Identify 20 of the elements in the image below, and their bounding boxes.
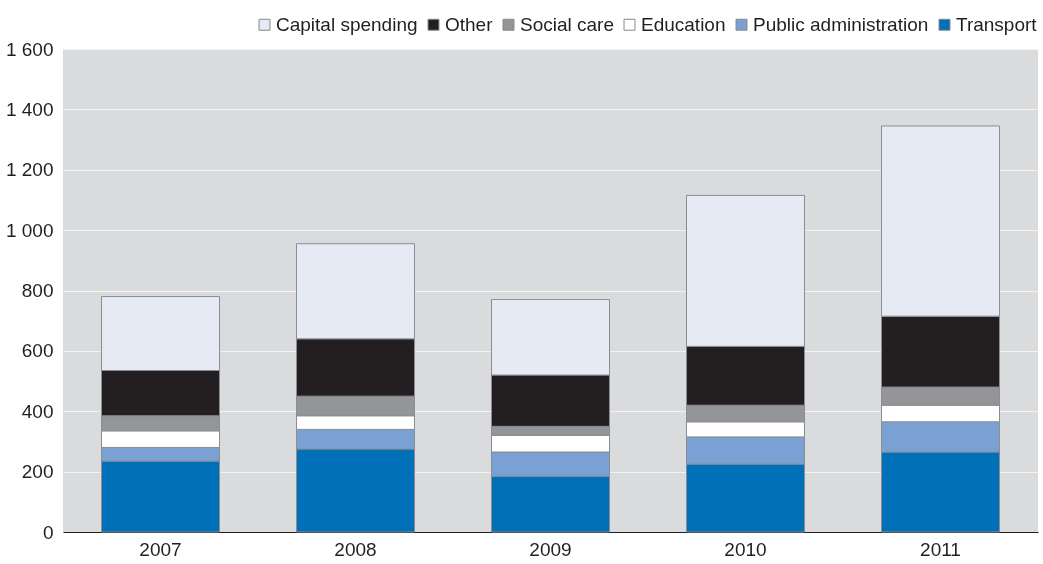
legend-label: Public administration <box>753 13 929 35</box>
x-tick-label: 2007 <box>139 538 182 560</box>
y-tick-label: 800 <box>21 280 54 301</box>
x-tick-label: 2011 <box>920 538 961 560</box>
x-tick-label: 2008 <box>334 538 377 560</box>
legend-label: Social care <box>520 13 614 35</box>
y-tick-label: 400 <box>21 400 54 422</box>
y-tick-label: 600 <box>21 340 54 362</box>
legend-label: Capital spending <box>276 13 418 35</box>
y-tick-label: 1 600 <box>5 38 54 60</box>
legend-label: Transport <box>956 13 1038 35</box>
legend-label: Other <box>445 13 494 35</box>
y-tick-label: 1 400 <box>5 98 54 120</box>
y-tick-label: 1 200 <box>5 159 54 181</box>
y-tick-label: 1 000 <box>5 219 54 241</box>
y-tick-label: 0 <box>42 521 54 543</box>
x-tick-label: 2010 <box>724 538 767 560</box>
legend-label: Education <box>641 13 726 35</box>
y-tick-label: 200 <box>21 461 54 483</box>
x-tick-label: 2009 <box>529 538 572 560</box>
